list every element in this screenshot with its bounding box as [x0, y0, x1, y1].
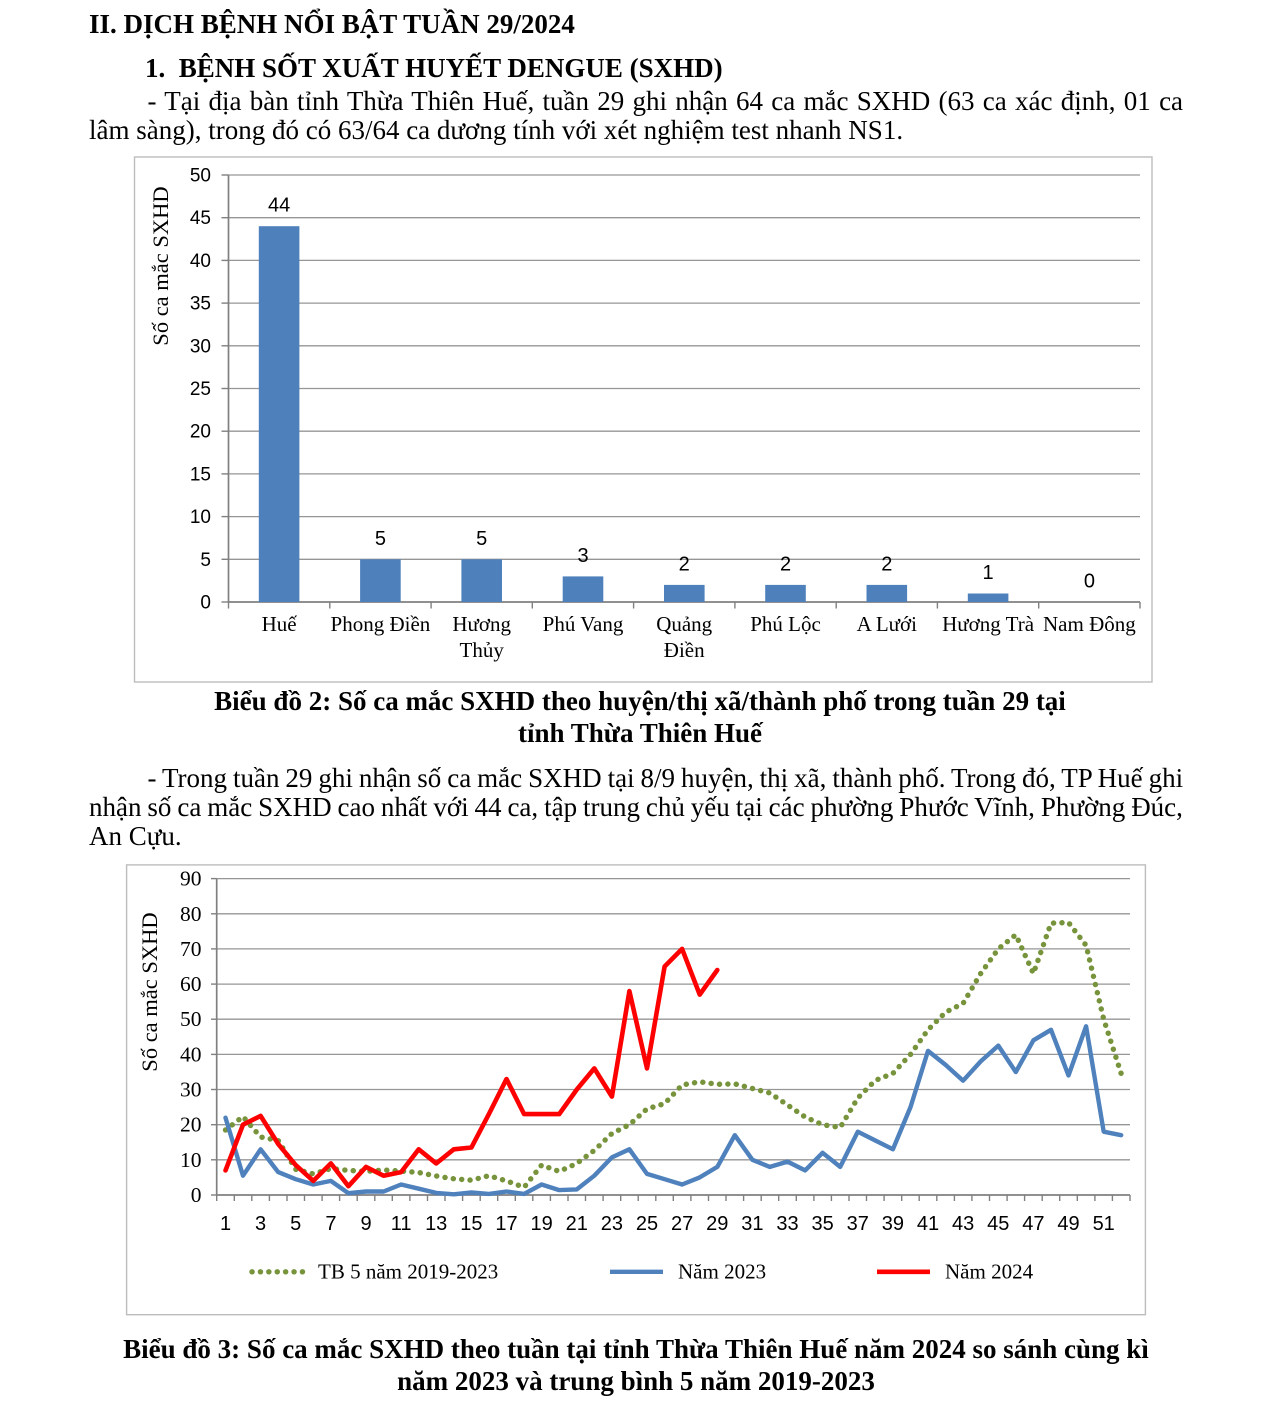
- svg-text:23: 23: [601, 1213, 623, 1235]
- svg-text:29: 29: [706, 1213, 728, 1235]
- svg-text:25: 25: [636, 1213, 658, 1235]
- svg-text:Phú Lộc: Phú Lộc: [750, 612, 821, 636]
- svg-text:27: 27: [671, 1213, 693, 1235]
- svg-text:Năm 2023: Năm 2023: [678, 1260, 766, 1284]
- svg-text:41: 41: [917, 1213, 939, 1235]
- svg-text:2: 2: [679, 553, 690, 575]
- svg-text:Phú Vang: Phú Vang: [543, 612, 624, 636]
- svg-text:21: 21: [566, 1213, 588, 1235]
- svg-text:15: 15: [460, 1213, 482, 1235]
- svg-text:45: 45: [987, 1213, 1009, 1235]
- svg-text:13: 13: [425, 1213, 447, 1235]
- svg-text:51: 51: [1093, 1213, 1115, 1235]
- svg-text:30: 30: [190, 336, 211, 357]
- svg-text:Quảng: Quảng: [656, 612, 712, 636]
- svg-text:50: 50: [190, 166, 211, 187]
- svg-text:Hương Trà: Hương Trà: [942, 612, 1035, 636]
- svg-text:80: 80: [180, 902, 202, 926]
- svg-text:70: 70: [180, 937, 202, 961]
- svg-text:2: 2: [881, 553, 892, 575]
- svg-text:11: 11: [391, 1213, 412, 1235]
- svg-text:Thủy: Thủy: [460, 638, 505, 662]
- svg-text:1: 1: [983, 562, 994, 584]
- svg-text:0: 0: [1084, 571, 1095, 593]
- svg-text:44: 44: [268, 195, 290, 217]
- svg-text:Phong Điền: Phong Điền: [331, 612, 431, 636]
- svg-text:Nam Đông: Nam Đông: [1043, 612, 1136, 636]
- svg-text:3: 3: [577, 545, 588, 567]
- svg-text:39: 39: [882, 1213, 904, 1235]
- svg-text:60: 60: [180, 972, 202, 996]
- svg-text:30: 30: [180, 1078, 202, 1102]
- svg-text:35: 35: [811, 1213, 833, 1235]
- svg-text:17: 17: [495, 1213, 517, 1235]
- svg-text:31: 31: [741, 1213, 763, 1235]
- svg-text:0: 0: [191, 1183, 202, 1207]
- svg-text:5: 5: [200, 550, 211, 571]
- svg-text:Số ca mắc SXHD: Số ca mắc SXHD: [137, 912, 162, 1071]
- svg-text:Hương: Hương: [452, 612, 511, 636]
- svg-text:10: 10: [180, 1148, 202, 1172]
- svg-text:10: 10: [190, 507, 211, 528]
- svg-text:90: 90: [180, 867, 202, 891]
- svg-text:47: 47: [1022, 1213, 1044, 1235]
- svg-text:33: 33: [776, 1213, 798, 1235]
- svg-text:A Lưới: A Lưới: [857, 612, 918, 636]
- svg-text:19: 19: [530, 1213, 552, 1235]
- svg-text:43: 43: [952, 1213, 974, 1235]
- svg-text:25: 25: [190, 379, 211, 400]
- svg-text:TB 5 năm 2019-2023: TB 5 năm 2019-2023: [318, 1260, 498, 1284]
- svg-text:50: 50: [180, 1007, 202, 1031]
- svg-text:5: 5: [476, 528, 487, 550]
- svg-text:7: 7: [325, 1213, 336, 1235]
- svg-text:40: 40: [180, 1042, 202, 1066]
- svg-text:20: 20: [180, 1113, 202, 1137]
- svg-text:Năm 2024: Năm 2024: [945, 1260, 1034, 1284]
- svg-text:0: 0: [200, 593, 211, 614]
- svg-text:20: 20: [190, 422, 211, 443]
- svg-text:40: 40: [190, 251, 211, 272]
- svg-text:37: 37: [847, 1213, 869, 1235]
- svg-text:Huế: Huế: [262, 612, 298, 636]
- svg-text:9: 9: [360, 1213, 371, 1235]
- svg-text:Số ca mắc SXHD: Số ca mắc SXHD: [148, 186, 173, 345]
- svg-text:2: 2: [780, 553, 791, 575]
- svg-text:35: 35: [190, 294, 211, 315]
- svg-text:49: 49: [1057, 1213, 1079, 1235]
- svg-text:15: 15: [190, 464, 211, 485]
- svg-text:Điền: Điền: [664, 638, 705, 662]
- svg-text:45: 45: [190, 208, 211, 229]
- svg-text:3: 3: [255, 1213, 266, 1235]
- svg-text:1: 1: [220, 1213, 231, 1235]
- svg-text:5: 5: [375, 528, 386, 550]
- svg-text:5: 5: [290, 1213, 301, 1235]
